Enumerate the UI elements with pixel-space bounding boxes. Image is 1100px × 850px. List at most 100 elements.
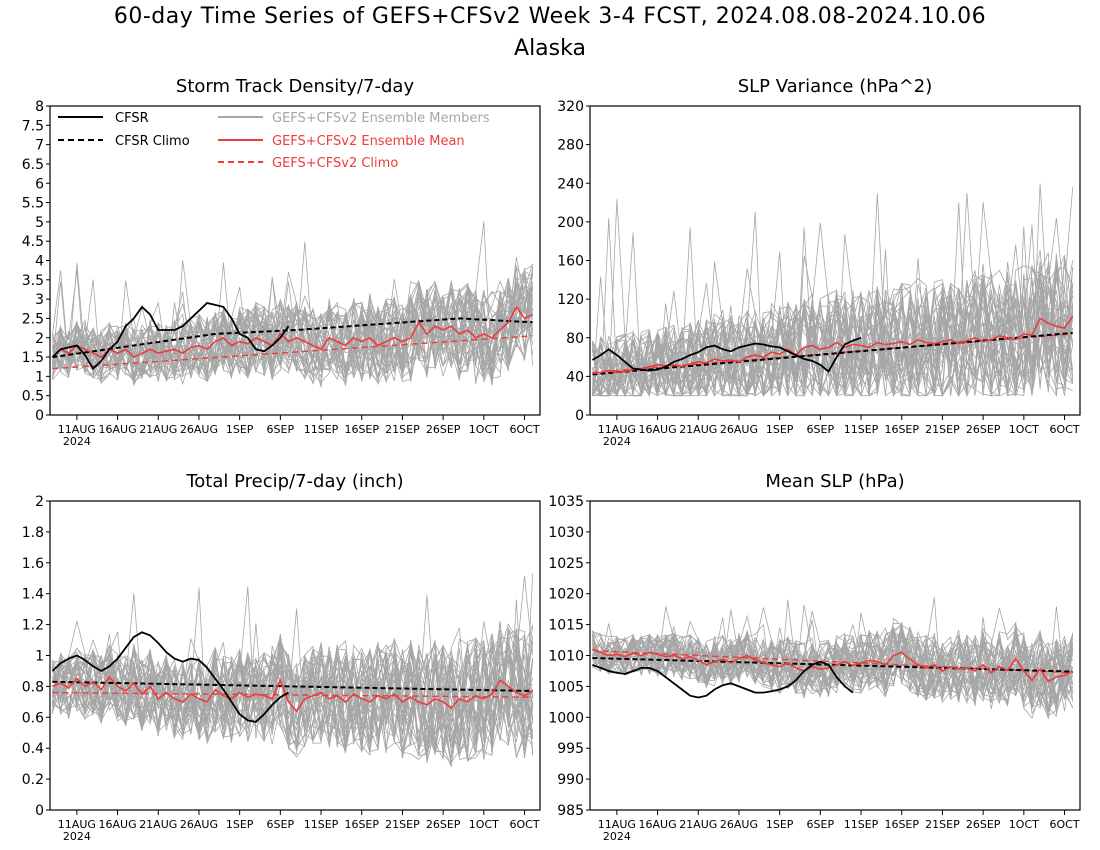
y-tick-label: 0.5 <box>22 389 44 405</box>
x-tick-label: 6SEP <box>807 818 835 831</box>
x-tick-label: 26AUG <box>720 423 758 436</box>
panel-title: SLP Variance (hPa^2) <box>738 76 933 97</box>
x-tick-label: 21AUG <box>139 818 177 831</box>
y-tick-label: 0 <box>35 803 44 819</box>
member-line <box>592 255 1074 398</box>
chart-panel-2: SLP Variance (hPa^2) 0 40 80 120 160 200 240 280… <box>557 76 1081 448</box>
member-line <box>52 628 533 755</box>
member-line <box>52 595 534 756</box>
x-tick-label: 26SEP <box>966 818 1001 831</box>
x-tick-label: 26SEP <box>426 423 461 436</box>
x-tick-label: 6OCT <box>510 423 540 436</box>
legend: CFSR CFSR Climo GEFS+CFSv2 Ensemble Member… <box>58 111 490 171</box>
x-tick-label: 16AUG <box>99 423 137 436</box>
x-tick-label: 26SEP <box>966 423 1001 436</box>
ensemble-mean-line <box>51 305 534 359</box>
x-tick-label: 6OCT <box>510 818 540 831</box>
member-line <box>52 641 534 757</box>
x-tick-label: 16SEP <box>344 818 379 831</box>
x-year-label: 2024 <box>63 830 91 843</box>
y-tick-label: 1.4 <box>22 587 44 603</box>
x-tick-label: 11SEP <box>844 818 879 831</box>
chart-panel-4: Mean SLP (hPa) 985 990 995 1000 1005 1010 1015 1… <box>548 471 1081 843</box>
x-tick-label: 26AUG <box>180 818 218 831</box>
x-tick-label: 21SEP <box>925 423 960 436</box>
member-line <box>592 218 1074 397</box>
gefs-climo-line <box>52 335 533 370</box>
member-line <box>592 626 1073 719</box>
y-tick-label: 1030 <box>548 525 584 541</box>
y-tick-label: 1015 <box>548 618 584 634</box>
x-tick-label: 21SEP <box>385 818 420 831</box>
x-year-label: 2024 <box>63 435 91 448</box>
x-tick-label: 11SEP <box>304 818 339 831</box>
y-tick-label: 0.2 <box>22 772 44 788</box>
cfsr-climo-line <box>52 680 533 692</box>
y-tick-label: 240 <box>557 176 584 192</box>
x-tick-label: 26AUG <box>180 423 218 436</box>
member-line <box>592 183 1074 397</box>
x-tick-label: 1SEP <box>766 818 794 831</box>
y-tick-label: 985 <box>557 803 584 819</box>
y-tick-label: 4.5 <box>22 234 44 250</box>
x-tick-label: 11SEP <box>844 423 879 436</box>
member-line <box>52 641 534 764</box>
x-tick-label: 11AUG <box>58 818 96 831</box>
y-tick-label: 2.5 <box>22 311 44 327</box>
y-tick-label: 0 <box>575 408 584 424</box>
member-line <box>592 202 1074 397</box>
y-tick-label: 990 <box>557 772 584 788</box>
y-tick-label: 5.5 <box>22 196 44 212</box>
y-tick-label: 1035 <box>548 494 584 510</box>
x-tick-label: 1SEP <box>226 818 254 831</box>
member-line <box>52 266 534 384</box>
y-tick-label: 120 <box>557 292 584 308</box>
member-line <box>592 607 1074 701</box>
x-tick-label: 21SEP <box>925 818 960 831</box>
x-tick-label: 21AUG <box>139 423 177 436</box>
y-tick-label: 0.4 <box>22 741 44 757</box>
y-tick-label: 1.6 <box>22 556 44 572</box>
x-tick-label: 11AUG <box>598 818 636 831</box>
y-tick-label: 1020 <box>548 587 584 603</box>
x-year-label: 2024 <box>603 830 631 843</box>
x-tick-label: 6OCT <box>1050 818 1080 831</box>
x-tick-label: 21AUG <box>679 423 717 436</box>
y-tick-label: 1.8 <box>22 525 44 541</box>
cfsr-line <box>51 302 290 371</box>
y-tick-label: 0.6 <box>22 710 44 726</box>
cfsr-line <box>51 631 289 723</box>
legend-ens-mean-label: GEFS+CFSv2 Ensemble Mean <box>272 134 465 149</box>
ensemble-mean-line <box>52 675 534 713</box>
x-tick-label: 6SEP <box>807 423 835 436</box>
cfsr-climo-line <box>592 657 1073 673</box>
y-tick-label: 1005 <box>548 679 584 695</box>
y-tick-label: 0.8 <box>22 679 44 695</box>
y-tick-label: 6.5 <box>22 157 44 173</box>
x-tick-label: 6OCT <box>1050 423 1080 436</box>
y-tick-label: 3.5 <box>22 273 44 289</box>
member-line <box>52 267 534 383</box>
y-tick-label: 0 <box>35 408 44 424</box>
cfsr-line <box>591 336 862 373</box>
x-tick-label: 1SEP <box>766 423 794 436</box>
member-line <box>52 623 534 757</box>
member-line <box>52 636 534 753</box>
member-line <box>592 627 1074 699</box>
y-tick-label: 200 <box>557 215 584 231</box>
y-tick-label: 4 <box>35 254 44 270</box>
y-tick-label: 1000 <box>548 710 584 726</box>
member-line <box>52 272 534 380</box>
member-line <box>592 268 1074 397</box>
cfsr-line <box>592 660 854 699</box>
x-tick-label: 1OCT <box>1009 818 1039 831</box>
y-tick-label: 80 <box>566 331 584 347</box>
panel-title: Storm Track Density/7-day <box>176 76 415 97</box>
y-tick-label: 160 <box>557 254 584 270</box>
x-tick-label: 26SEP <box>426 818 461 831</box>
x-tick-label: 16AUG <box>639 423 677 436</box>
y-tick-label: 5 <box>35 215 44 231</box>
x-tick-label: 1OCT <box>469 423 499 436</box>
x-tick-label: 16SEP <box>344 423 379 436</box>
y-tick-label: 1 <box>35 649 44 665</box>
